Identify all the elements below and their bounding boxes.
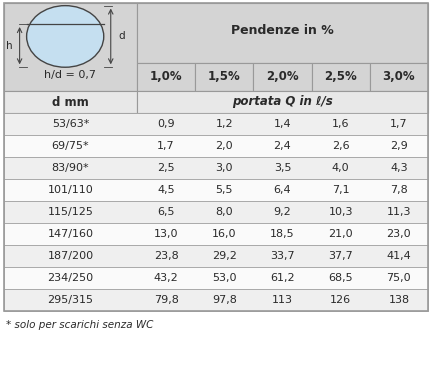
Text: 1,4: 1,4 <box>273 119 291 129</box>
Bar <box>195 63 253 91</box>
Text: Pendenze in %: Pendenze in % <box>230 23 333 37</box>
Text: 113: 113 <box>271 295 292 305</box>
Bar <box>4 289 427 311</box>
Text: 126: 126 <box>329 295 350 305</box>
Text: 2,5%: 2,5% <box>323 71 356 83</box>
Text: 16,0: 16,0 <box>212 229 236 239</box>
Text: 43,2: 43,2 <box>154 273 178 283</box>
Text: 79,8: 79,8 <box>154 295 178 305</box>
Bar <box>4 3 427 311</box>
Text: 295/315: 295/315 <box>47 295 93 305</box>
Text: 3,0%: 3,0% <box>382 71 414 83</box>
Text: 23,8: 23,8 <box>154 251 178 261</box>
Text: 68,5: 68,5 <box>328 273 352 283</box>
Text: 4,0: 4,0 <box>331 163 349 173</box>
Text: 7,8: 7,8 <box>389 185 407 195</box>
Text: 29,2: 29,2 <box>212 251 236 261</box>
Text: d: d <box>119 31 125 41</box>
Bar <box>4 113 427 135</box>
Text: 1,7: 1,7 <box>389 119 407 129</box>
Text: h: h <box>6 41 12 51</box>
Text: 1,0%: 1,0% <box>150 71 182 83</box>
Text: 37,7: 37,7 <box>328 251 352 261</box>
Bar <box>137 91 427 113</box>
Text: 3,0: 3,0 <box>215 163 233 173</box>
Text: 5,5: 5,5 <box>215 185 233 195</box>
Text: 1,2: 1,2 <box>215 119 233 129</box>
Text: 23,0: 23,0 <box>386 229 410 239</box>
Text: 2,5: 2,5 <box>157 163 175 173</box>
Text: 1,5%: 1,5% <box>207 71 240 83</box>
Bar <box>4 223 427 245</box>
Text: 7,1: 7,1 <box>331 185 349 195</box>
Bar <box>369 63 427 91</box>
Text: 41,4: 41,4 <box>386 251 410 261</box>
Text: 147/160: 147/160 <box>47 229 93 239</box>
Text: 53,0: 53,0 <box>212 273 236 283</box>
Text: 18,5: 18,5 <box>270 229 294 239</box>
Bar <box>4 179 427 201</box>
Bar <box>137 3 427 63</box>
Bar <box>4 91 137 113</box>
Bar <box>4 267 427 289</box>
Text: 3,5: 3,5 <box>273 163 291 173</box>
Text: 115/125: 115/125 <box>47 207 93 217</box>
Text: 0,9: 0,9 <box>157 119 175 129</box>
Text: 101/110: 101/110 <box>47 185 93 195</box>
Text: 2,4: 2,4 <box>273 141 291 151</box>
Text: 4,5: 4,5 <box>157 185 175 195</box>
Text: 6,5: 6,5 <box>157 207 175 217</box>
Text: 234/250: 234/250 <box>47 273 93 283</box>
Text: 2,0%: 2,0% <box>266 71 298 83</box>
Text: 2,9: 2,9 <box>389 141 407 151</box>
Text: 8,0: 8,0 <box>215 207 233 217</box>
Text: 11,3: 11,3 <box>386 207 410 217</box>
Text: 61,2: 61,2 <box>270 273 294 283</box>
Text: 83/90*: 83/90* <box>52 163 89 173</box>
Text: 21,0: 21,0 <box>328 229 352 239</box>
Bar <box>253 63 311 91</box>
Bar <box>4 3 137 91</box>
Text: 187/200: 187/200 <box>47 251 93 261</box>
Text: d mm: d mm <box>52 96 89 108</box>
Text: portata Q in ℓ/s: portata Q in ℓ/s <box>232 96 332 108</box>
Text: 75,0: 75,0 <box>386 273 410 283</box>
Text: 138: 138 <box>387 295 408 305</box>
Text: 6,4: 6,4 <box>273 185 291 195</box>
Bar <box>4 135 427 157</box>
Bar <box>137 63 195 91</box>
Text: 13,0: 13,0 <box>154 229 178 239</box>
Text: 1,7: 1,7 <box>157 141 175 151</box>
Text: 53/63*: 53/63* <box>52 119 89 129</box>
Bar <box>4 201 427 223</box>
Text: 2,6: 2,6 <box>331 141 349 151</box>
Text: 33,7: 33,7 <box>270 251 294 261</box>
Bar <box>4 157 427 179</box>
Text: * solo per scarichi senza WC: * solo per scarichi senza WC <box>6 320 153 330</box>
Text: 97,8: 97,8 <box>212 295 236 305</box>
Ellipse shape <box>27 5 104 67</box>
Text: 10,3: 10,3 <box>328 207 352 217</box>
Text: 1,6: 1,6 <box>331 119 349 129</box>
Text: 4,3: 4,3 <box>389 163 407 173</box>
Bar <box>4 245 427 267</box>
Bar <box>311 63 369 91</box>
Text: 69/75*: 69/75* <box>52 141 89 151</box>
Text: 2,0: 2,0 <box>215 141 233 151</box>
Text: h/d = 0,7: h/d = 0,7 <box>44 70 96 80</box>
Text: 9,2: 9,2 <box>273 207 291 217</box>
